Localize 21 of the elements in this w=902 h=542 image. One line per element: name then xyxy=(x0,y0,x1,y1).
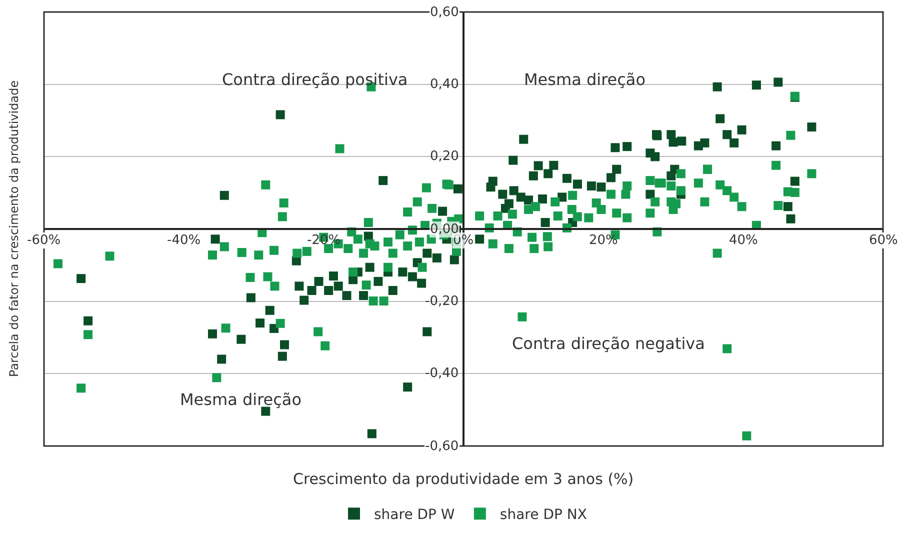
x-axis-title: Crescimento da produtividade em 3 anos (%) xyxy=(293,470,634,488)
y-tick-label: -0,60 xyxy=(425,439,459,454)
x-tick-label: -40% xyxy=(167,233,201,248)
x-tick-label: 20% xyxy=(589,233,618,248)
legend-label: share DP W xyxy=(374,507,455,524)
annotation: Mesma direção xyxy=(524,70,646,89)
annotation: Mesma direção xyxy=(180,390,302,409)
y-tick-label: -0,40 xyxy=(425,366,459,381)
y-tick-label: 0,60 xyxy=(430,5,459,20)
y-axis-title: Parcela do fator na crescimento da produtividade xyxy=(7,80,21,377)
y-tick-label: 0,40 xyxy=(430,77,459,92)
annotation: Contra direção positiva xyxy=(222,70,408,89)
y-tick-label: 0,00 xyxy=(430,222,459,237)
x-tick-label: 40% xyxy=(729,233,758,248)
y-tick-label: -0,20 xyxy=(425,294,459,309)
legend-label: share DP NX xyxy=(500,507,588,524)
annotation: Contra direção negativa xyxy=(512,334,705,353)
x-tick-label: -60% xyxy=(27,233,61,248)
y-tick-label: 0,20 xyxy=(430,149,459,164)
x-tick-label: 60% xyxy=(869,233,898,248)
x-tick-label: 0% xyxy=(453,233,474,248)
